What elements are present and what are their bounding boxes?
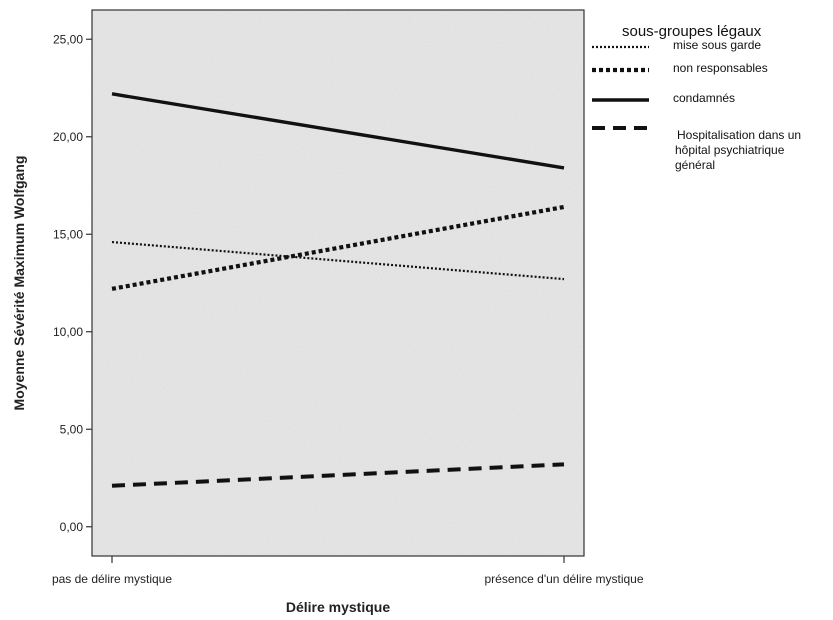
legend-label-4: Hospitalisation dans un hôpital psychiatr… [675, 128, 801, 172]
y-tick-label: 20,00 [53, 130, 83, 144]
plot-frame [91, 9, 585, 557]
series-line-3 [111, 92, 565, 170]
y-tick-label: 0,00 [60, 520, 84, 534]
y-axis: 0,00 5,00 10,00 15,00 20,00 25,00 [53, 32, 92, 534]
x-axis: pas de délire mystique présence d'un déli… [52, 556, 644, 586]
y-tick-label: 10,00 [53, 325, 83, 339]
legend-label-1: mise sous garde [673, 38, 761, 52]
y-tick-label: 15,00 [53, 227, 83, 241]
legend-title: sous-groupes légaux [622, 23, 762, 40]
x-tick-label: pas de délire mystique [52, 572, 172, 586]
y-tick-label: 25,00 [53, 32, 83, 46]
series-line-4 [111, 462, 565, 488]
series-line-1 [111, 240, 565, 281]
y-tick-label: 5,00 [60, 422, 84, 436]
x-axis-title: Délire mystique [286, 599, 390, 615]
x-tick-label: présence d'un délire mystique [484, 572, 643, 586]
legend: sous-groupes légaux mise sous garde non r… [592, 23, 801, 172]
plot-texture [92, 10, 584, 556]
series-group [111, 92, 565, 488]
y-axis-title: Moyenne Sévérité Maximum Wolfgang [11, 156, 27, 411]
legend-label-2: non responsables [673, 61, 768, 75]
legend-label-3: condamnés [673, 91, 735, 105]
